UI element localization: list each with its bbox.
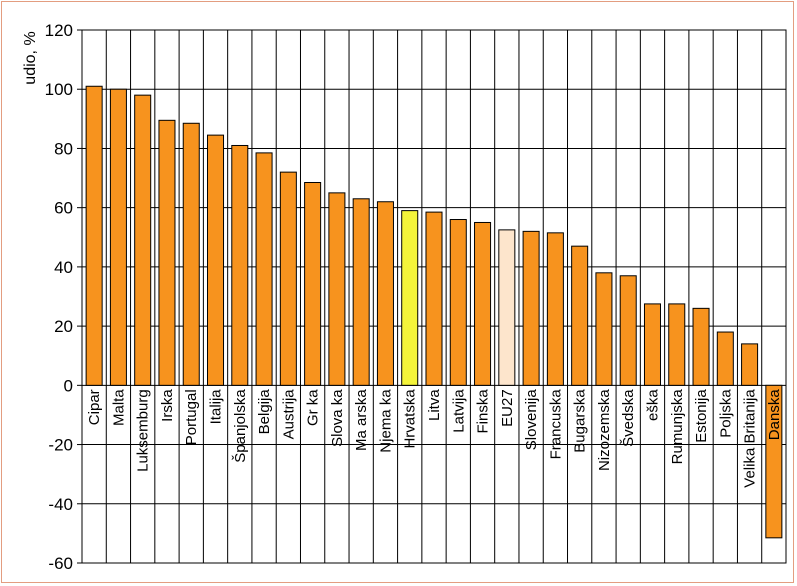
category-label: Hrvatska <box>402 389 419 449</box>
bar <box>498 229 516 386</box>
category-label: Slovenija <box>523 389 540 451</box>
y-tick-label: 20 <box>54 317 73 336</box>
category-label: Velika Britanija <box>742 389 759 488</box>
category-label: Irska <box>159 389 176 422</box>
category-label: eška <box>644 389 661 421</box>
bar <box>571 245 589 386</box>
category-label: Poljska <box>717 389 734 438</box>
category-label: Italija <box>208 389 225 425</box>
bar <box>279 171 297 386</box>
category-label: Litva <box>426 389 443 421</box>
category-label: Estonija <box>693 389 710 443</box>
category-label: Nizozemska <box>596 389 613 471</box>
category-label: Portugal <box>183 389 200 445</box>
bar <box>376 201 394 386</box>
category-label: Latvija <box>450 389 467 433</box>
bar <box>85 85 103 386</box>
y-tick-label: 80 <box>54 139 73 158</box>
bar <box>207 134 225 386</box>
bar <box>546 232 564 386</box>
bars <box>85 85 783 539</box>
bar <box>619 275 637 386</box>
bar <box>158 119 176 386</box>
category-label: Španjolska <box>232 389 249 463</box>
y-axis-label: udio, % <box>22 31 39 84</box>
y-tick-label: -40 <box>48 495 73 514</box>
category-label: EU27 <box>499 389 516 427</box>
bar <box>716 331 734 386</box>
category-label: Luksemburg <box>135 389 152 472</box>
bar <box>595 272 613 386</box>
y-tick-label: 0 <box>64 376 73 395</box>
bar <box>109 88 127 386</box>
category-label: Rumunjska <box>669 389 686 465</box>
bar <box>692 307 710 386</box>
y-tick-label: 60 <box>54 199 73 218</box>
bar <box>231 144 249 386</box>
bar <box>522 230 540 386</box>
bar <box>474 221 492 386</box>
category-label: Slova ka <box>329 389 346 447</box>
bar <box>643 303 661 386</box>
bar <box>255 152 273 386</box>
category-label: Malta <box>110 389 127 426</box>
category-label: Danska <box>766 389 783 441</box>
bar <box>304 181 322 386</box>
bar <box>134 94 152 386</box>
category-label: Bugarska <box>572 389 589 453</box>
bar <box>182 122 200 386</box>
category-labels: Cipar Malta Luksemburg Irska Portugal Italija… <box>86 389 783 488</box>
y-tick-label: -20 <box>48 436 73 455</box>
y-tick-label: 100 <box>45 80 73 99</box>
category-label: Belgija <box>256 389 273 435</box>
category-label: Švedska <box>620 389 637 447</box>
bar <box>449 219 467 386</box>
category-label: Gr ka <box>305 389 322 426</box>
y-tick-label: -60 <box>48 554 73 573</box>
category-label: Finska <box>475 389 492 434</box>
bar <box>352 198 370 386</box>
category-label: Ma arska <box>353 389 370 451</box>
y-tick-label: 120 <box>45 21 73 40</box>
bar <box>765 384 783 539</box>
bar <box>328 192 346 386</box>
bar <box>668 303 686 386</box>
category-label: Francuska <box>547 389 564 460</box>
category-label: Njema ka <box>377 389 394 453</box>
bar <box>425 211 443 386</box>
bar <box>741 343 759 386</box>
y-tick-labels: -60 -40 -20 0 20 40 60 80 100 120 <box>45 21 73 573</box>
category-label: Cipar <box>86 389 103 425</box>
category-label: Austrija <box>280 389 297 440</box>
y-tick-label: 40 <box>54 258 73 277</box>
bar <box>401 210 419 386</box>
